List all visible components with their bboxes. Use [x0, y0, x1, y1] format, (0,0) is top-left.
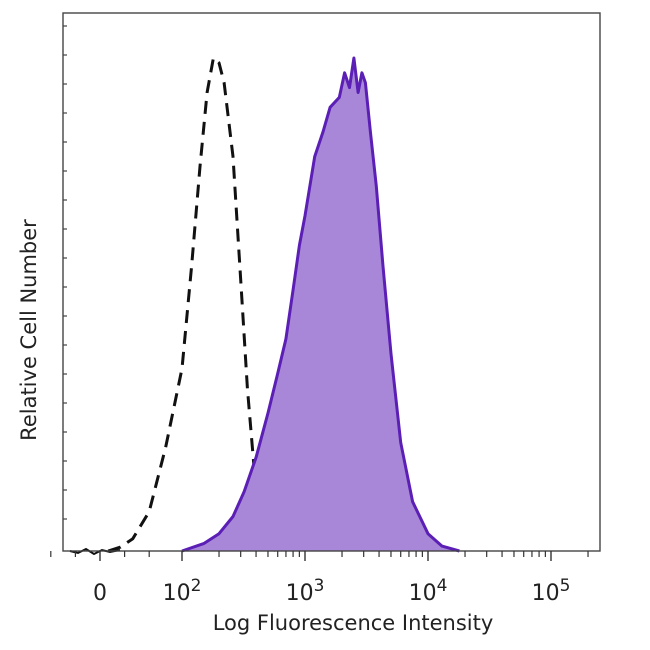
x-tick-label: 103 — [286, 576, 325, 606]
series-layer — [69, 56, 460, 556]
x-axis-label: Log Fluorescence Intensity — [213, 611, 494, 635]
y-minor-ticks — [63, 25, 67, 520]
x-tick-label: 105 — [532, 576, 571, 606]
x-axis-ticks — [50, 551, 589, 561]
y-axis-label: Relative Cell Number — [17, 219, 41, 441]
x-tick-label: 102 — [163, 576, 202, 606]
baseline-noise — [69, 547, 121, 556]
series-outline-solid — [181, 56, 460, 553]
series-fill-area — [182, 58, 460, 551]
plot-frame — [62, 12, 601, 552]
x-tick-label: 104 — [409, 576, 448, 606]
x-tick-labels: 0 102 103 104 105 — [93, 576, 570, 606]
x-tick-label: 0 — [93, 581, 107, 606]
